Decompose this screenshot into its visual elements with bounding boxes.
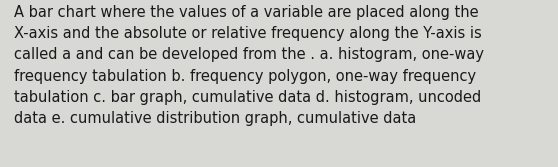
Text: A bar chart where the values of a variable are placed along the
X-axis and the a: A bar chart where the values of a variab… bbox=[14, 5, 484, 126]
